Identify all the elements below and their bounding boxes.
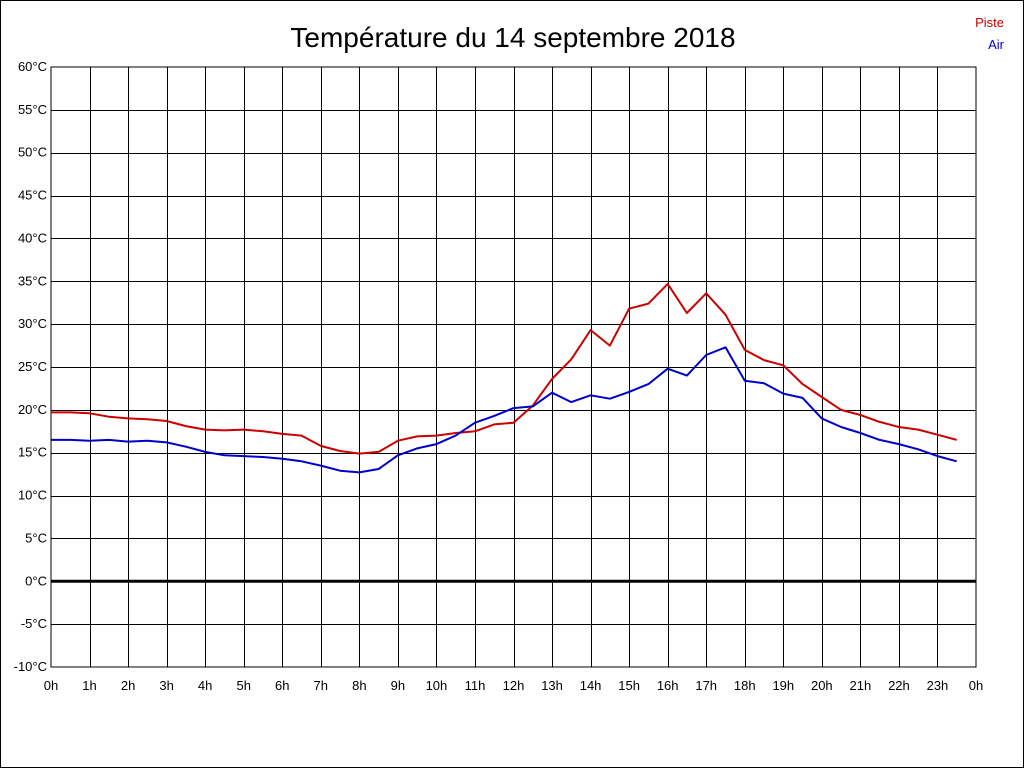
x-tick-label: 17h [695, 678, 717, 693]
legend-entry-piste: Piste [975, 15, 1004, 30]
x-tick-label: 1h [82, 678, 96, 693]
x-tick-label: 12h [503, 678, 525, 693]
x-tick-label: 21h [850, 678, 872, 693]
x-tick-label: 3h [159, 678, 173, 693]
x-tick-label: 2h [121, 678, 135, 693]
x-tick-label: 9h [391, 678, 405, 693]
x-axis-tick-labels: 0h 1h 2h 3h 4h 5h 6h 7h 8h 9h 10h 11h 12h 13h 14h 15h 16… [44, 678, 983, 693]
x-tick-label: 13h [541, 678, 563, 693]
y-tick-label: -10°C [14, 659, 47, 674]
chart-grid [50, 66, 977, 668]
x-tick-label: 7h [314, 678, 328, 693]
x-tick-label: 20h [811, 678, 833, 693]
y-tick-label: 40°C [18, 230, 47, 245]
y-tick-label: 5°C [25, 530, 47, 545]
series-line-air [51, 346, 957, 474]
x-tick-label: 0h [44, 678, 58, 693]
x-tick-label: 6h [275, 678, 289, 693]
x-tick-label: 23h [927, 678, 949, 693]
chart-legend: Piste Air [975, 15, 1005, 52]
x-tick-label: 11h [465, 678, 486, 693]
x-tick-label: 16h [657, 678, 679, 693]
y-tick-label: -5°C [21, 616, 47, 631]
series-lines [51, 282, 957, 474]
y-tick-label: 35°C [18, 273, 47, 288]
x-tick-label: 19h [772, 678, 794, 693]
legend-entry-air: Air [988, 37, 1005, 52]
y-tick-label: 10°C [18, 488, 47, 503]
y-tick-label: 30°C [18, 316, 47, 331]
x-tick-label: 22h [888, 678, 910, 693]
x-tick-label: 14h [580, 678, 602, 693]
x-tick-label: 4h [198, 678, 212, 693]
x-tick-label: 8h [352, 678, 366, 693]
y-tick-label: 55°C [18, 102, 47, 117]
x-tick-label: 5h [236, 678, 250, 693]
y-axis-tick-labels: 60°C 55°C 50°C 45°C 40°C 35°C 30°C 25°C 20°C 15°C… [14, 59, 47, 674]
x-tick-label: 0h [969, 678, 983, 693]
y-tick-label: 15°C [18, 445, 47, 460]
series-line-piste [51, 282, 957, 455]
x-tick-label: 18h [734, 678, 756, 693]
y-tick-label: 20°C [18, 402, 47, 417]
y-tick-label: 25°C [18, 359, 47, 374]
x-tick-label: 10h [426, 678, 448, 693]
chart-title: Température du 14 septembre 2018 [290, 22, 735, 53]
y-tick-label: 60°C [18, 59, 47, 74]
y-tick-label: 0°C [25, 573, 47, 588]
y-tick-label: 50°C [18, 145, 47, 160]
y-tick-label: 45°C [18, 188, 47, 203]
x-tick-label: 15h [618, 678, 640, 693]
